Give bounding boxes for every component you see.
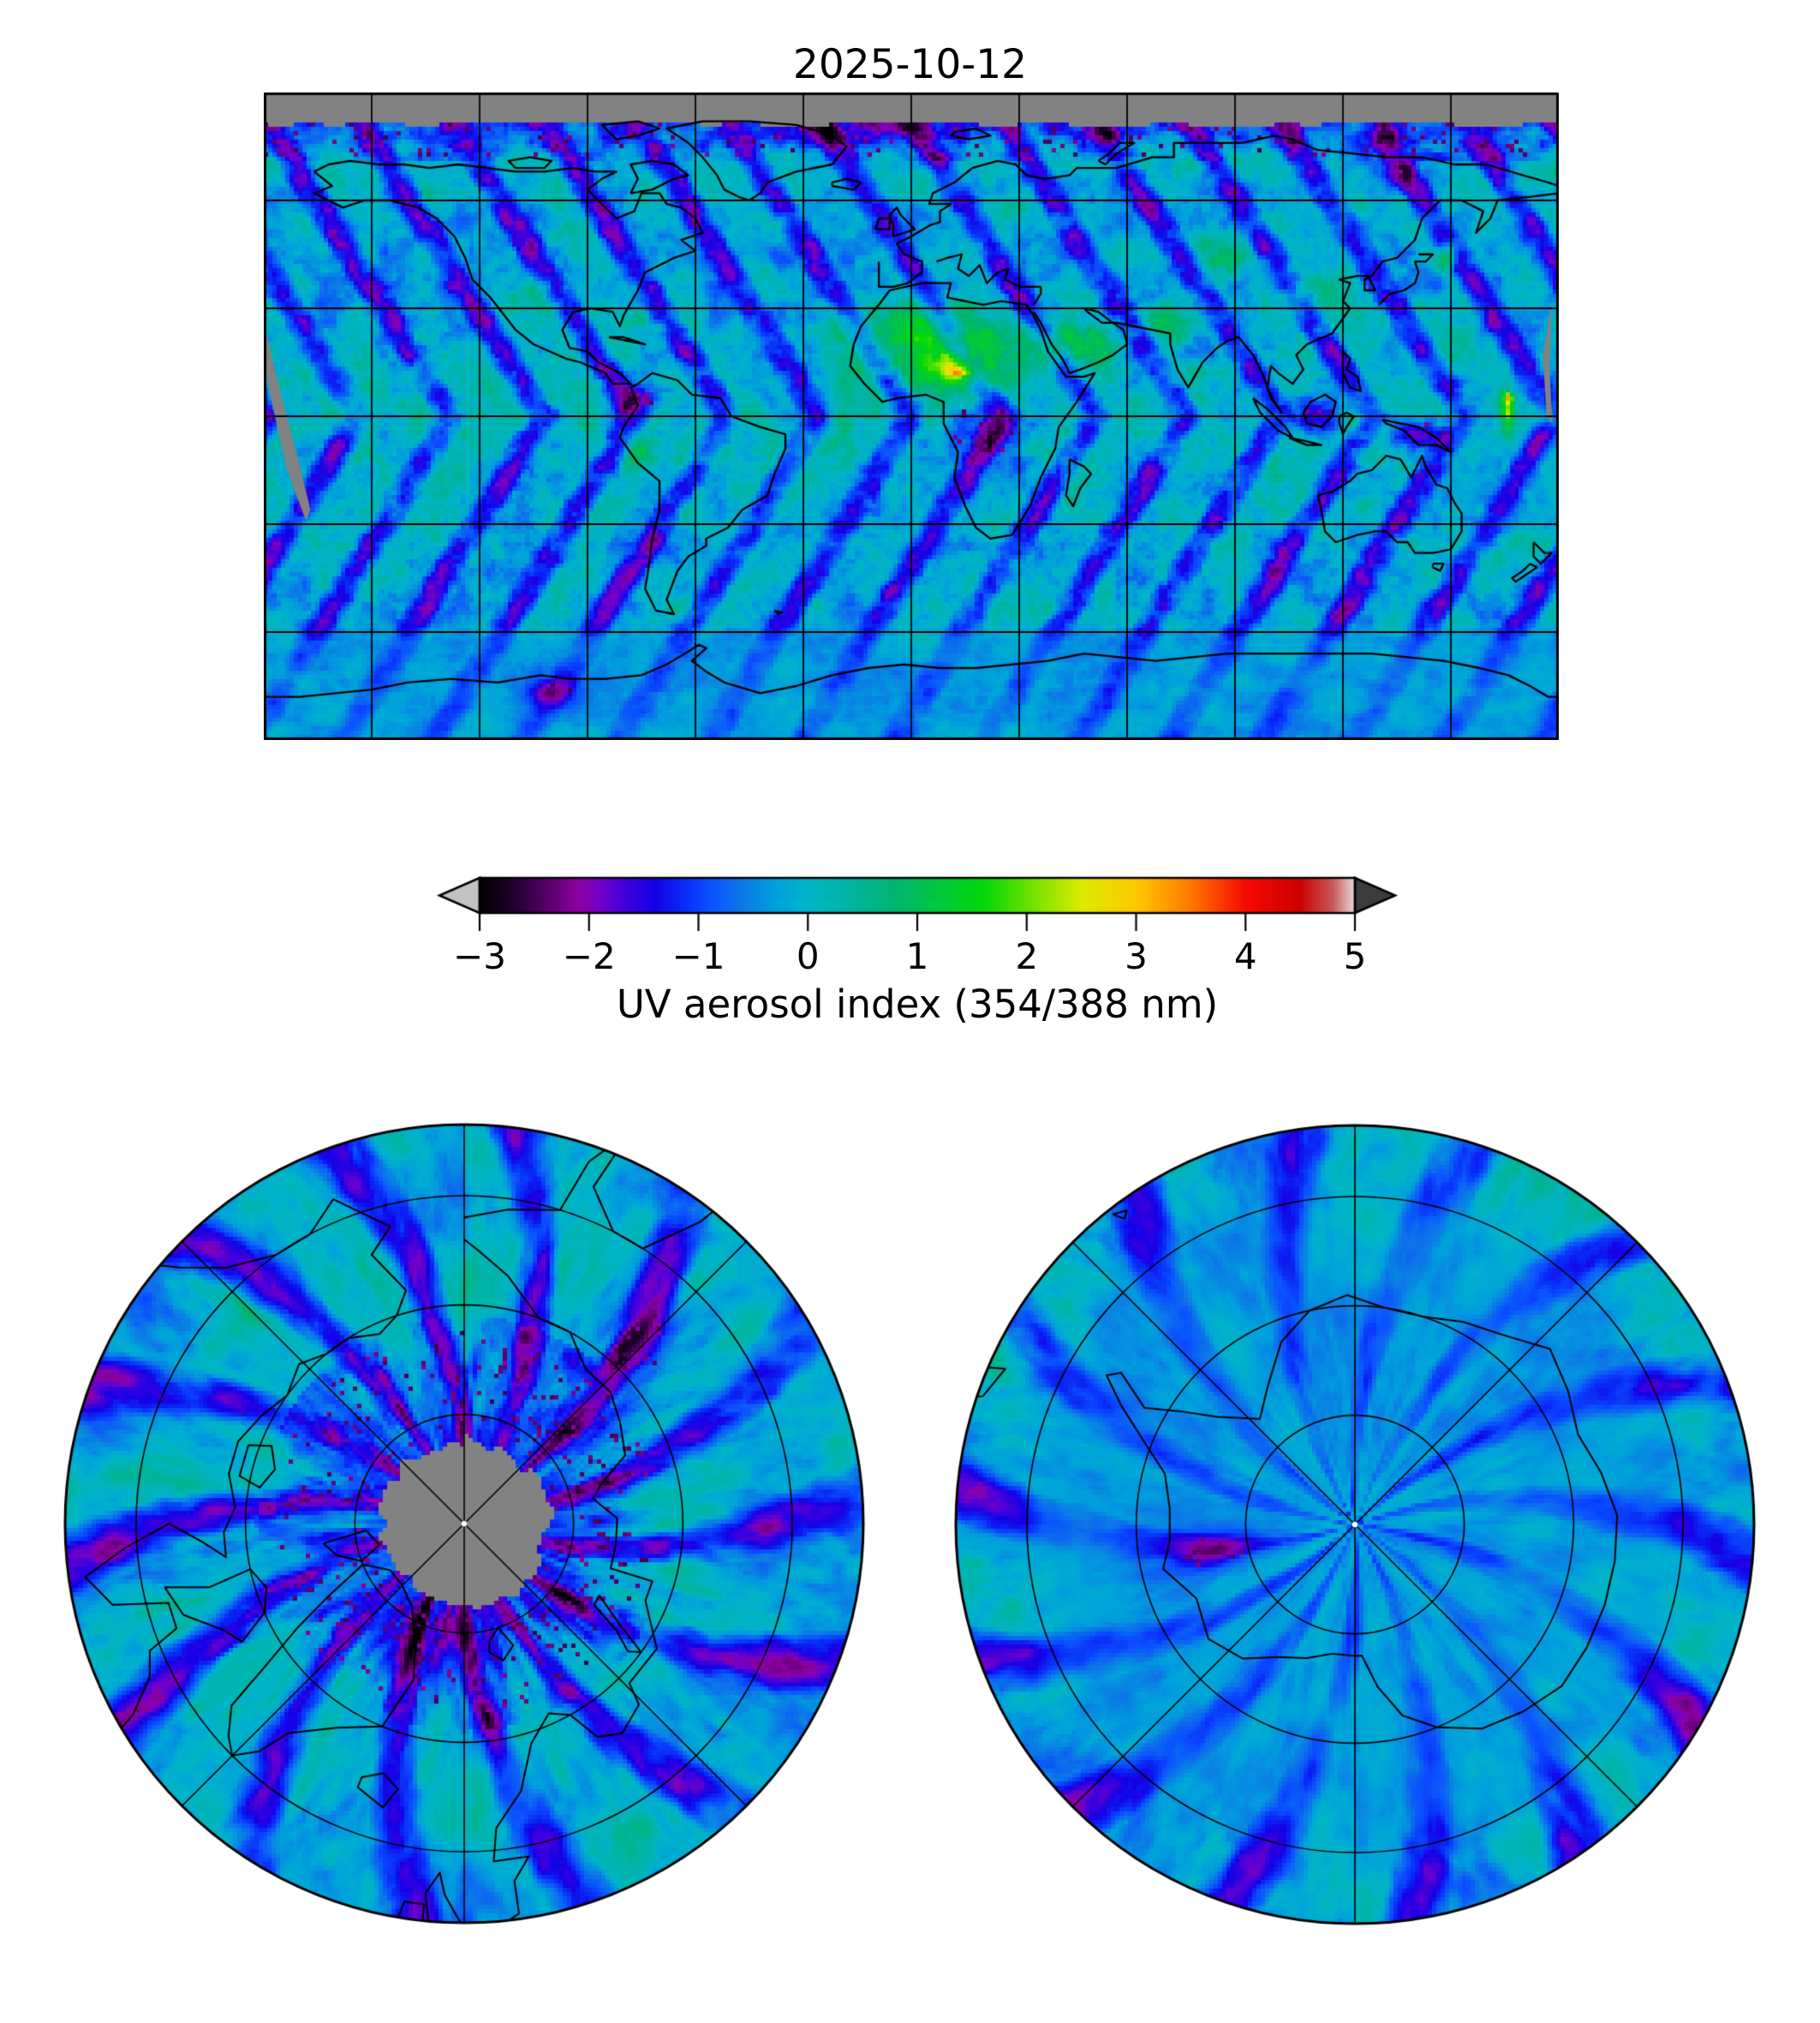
colorbar-tick-label: 3 [1125, 935, 1148, 977]
south-polar-panel [952, 1122, 1757, 1927]
global-map-panel [264, 92, 1559, 740]
colorbar-tick-label: −3 [453, 935, 506, 977]
colorbar-tick-label: −1 [671, 935, 725, 977]
colorbar-tick-label: 5 [1343, 935, 1367, 977]
colorbar-tick-label: 2 [1015, 935, 1039, 977]
colorbar-tick-label: 1 [905, 935, 929, 977]
figure-title: 2025-10-12 [792, 41, 1028, 88]
north-polar-panel [62, 1121, 867, 1926]
colorbar-tick-label: 0 [796, 935, 820, 977]
colorbar-tick-label: −2 [562, 935, 616, 977]
colorbar-label: UV aerosol index (354/388 nm) [616, 982, 1219, 1027]
colorbar-tick-label: 4 [1233, 935, 1257, 977]
colorbar-gradient [394, 856, 1456, 942]
